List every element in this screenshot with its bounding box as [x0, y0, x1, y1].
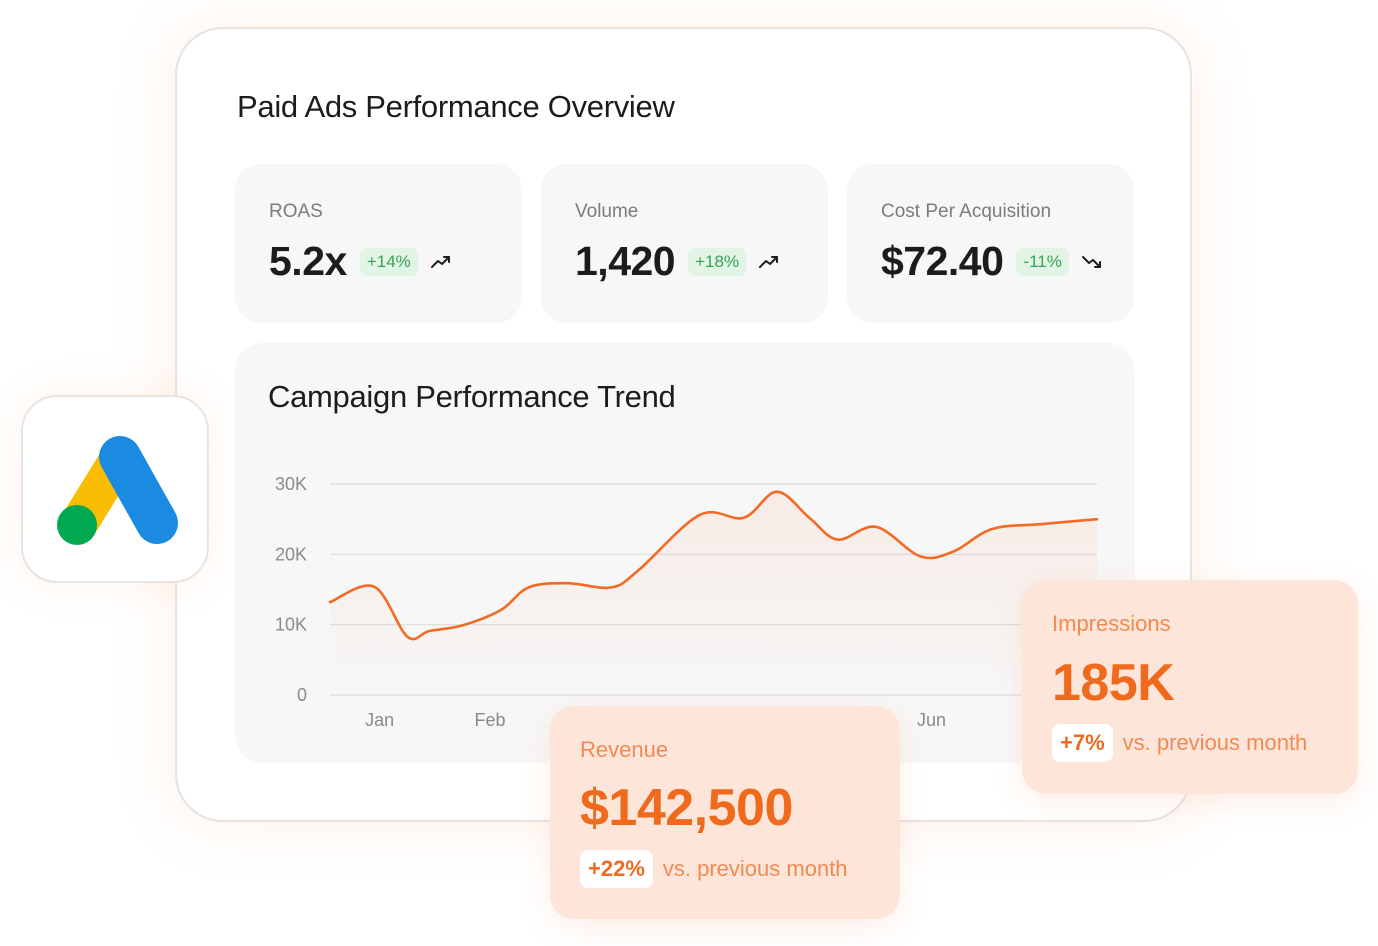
trending-up-icon	[430, 255, 450, 268]
impressions-card: Impressions 185K +7% vs. previous month	[1022, 580, 1358, 794]
series-area	[330, 491, 1097, 695]
trending-down-icon	[1081, 255, 1101, 268]
campaign-trend-chart-card: Campaign Performance Trend 0 10K 20K 30K Jan…	[235, 343, 1135, 763]
revenue-comparison-note: vs. previous month	[662, 856, 848, 881]
impressions-change-badge: +7%	[1052, 724, 1113, 762]
kpi-card-cost-per-acquisition[interactable]: Cost Per Acquisition $72.40 -11%	[847, 164, 1134, 323]
kpi-card-roas[interactable]: ROAS 5.2x +14%	[235, 164, 522, 323]
chart-title: Campaign Performance Trend	[268, 379, 676, 414]
kpi-label: Cost Per Acquisition	[881, 201, 1052, 222]
y-tick-label: 20K	[275, 544, 307, 564]
kpi-card-volume[interactable]: Volume 1,420 +18%	[541, 164, 828, 323]
revenue-card: Revenue $142,500 +22% vs. previous month	[550, 706, 900, 919]
impressions-label: Impressions	[1052, 611, 1171, 636]
google-ads-logo-card	[21, 395, 209, 583]
y-tick-label: 10K	[275, 615, 307, 635]
impressions-value: 185K	[1052, 654, 1175, 712]
kpi-value: 1,420	[575, 238, 676, 284]
kpi-label: Volume	[575, 201, 639, 222]
impressions-comparison-note: vs. previous month	[1122, 730, 1308, 755]
dashboard-card: Paid Ads Performance Overview ROAS 5.2x …	[175, 27, 1192, 822]
kpi-change-badge: +14%	[359, 247, 418, 276]
x-tick-label: Jun	[917, 710, 946, 730]
trend-chart: 0 10K 20K 30K Jan Feb Jun	[275, 474, 1099, 730]
revenue-value: $142,500	[580, 779, 793, 837]
revenue-change-badge: +22%	[580, 850, 653, 888]
x-tick-label: Feb	[475, 710, 506, 730]
page-title: Paid Ads Performance Overview	[237, 89, 675, 124]
revenue-label: Revenue	[580, 737, 669, 762]
kpi-change-badge: -11%	[1016, 247, 1069, 276]
google-ads-logo-icon	[57, 436, 178, 545]
y-tick-label: 0	[297, 685, 307, 705]
kpi-value: $72.40	[881, 238, 1004, 284]
series-line-performance	[328, 490, 1099, 641]
x-tick-label: Jan	[365, 710, 394, 730]
trending-up-icon	[759, 255, 779, 268]
kpi-value: 5.2x	[269, 238, 347, 284]
y-tick-label: 30K	[275, 474, 307, 494]
kpi-label: ROAS	[269, 201, 323, 222]
kpi-change-badge: +18%	[688, 247, 747, 276]
